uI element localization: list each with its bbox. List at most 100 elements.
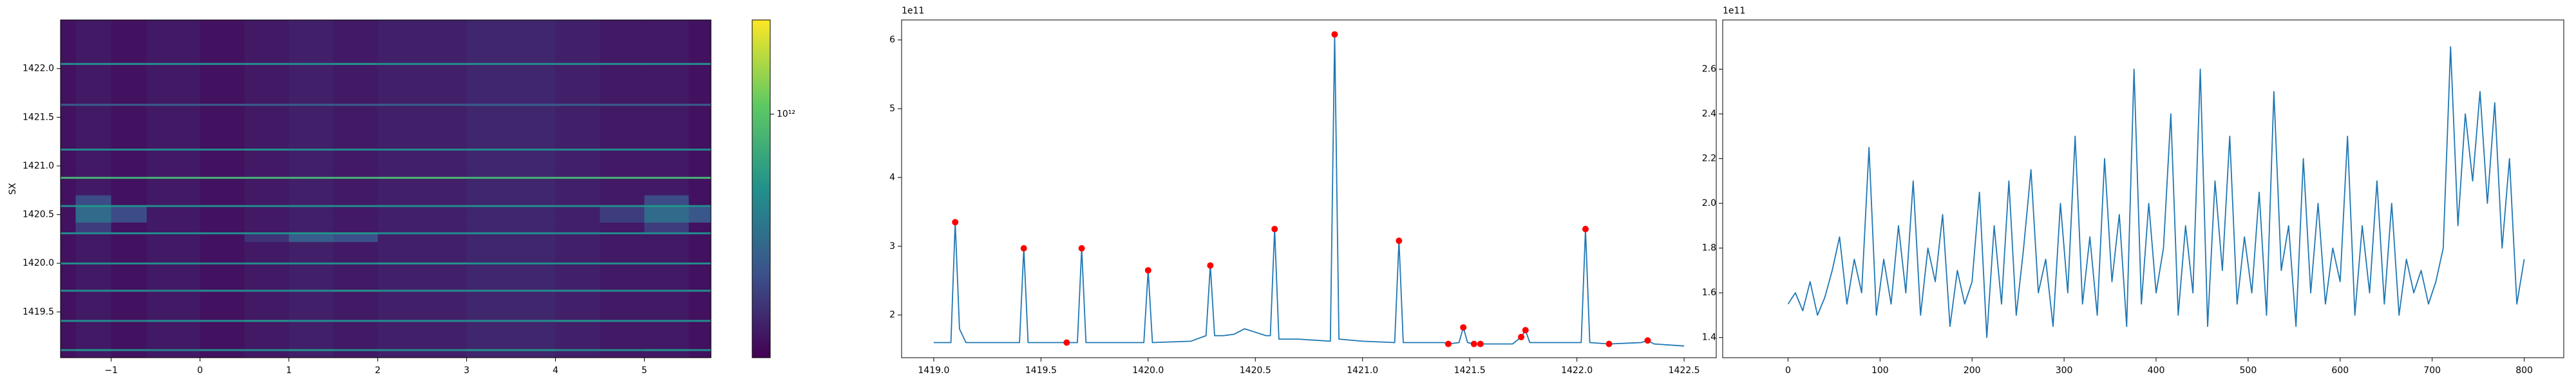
heatmap-cell [244,322,290,349]
heatmap-cell [466,322,556,349]
x-tick-label: 1421.5 [1454,365,1486,376]
y-tick-label: 1420.0 [23,258,54,268]
y-tick-label: 1.4 [1702,333,1716,343]
heatmap-cell [75,62,112,65]
x-tick-label: 5 [641,365,647,376]
heatmap-cell [600,319,645,322]
heatmap-cell [644,319,690,322]
heatmap-cell [377,150,468,177]
heatmap-cell [333,64,379,104]
heatmap-cell [289,262,334,265]
heatmap-cell [555,148,601,151]
peak-marker [1444,340,1452,347]
heatmap-cell [289,232,334,235]
heatmap-cell [244,104,290,106]
heatmap-cell [146,232,201,235]
heatmap-cell [377,322,468,349]
heatmap-cell [111,322,147,349]
x-tick-label: 0 [197,365,203,376]
heatmap-cell [289,351,334,358]
heatmap-cell [244,176,290,179]
heatmap-cell [244,207,290,223]
heatmap-cell [200,106,245,149]
y-tick-label: 2.6 [1702,64,1716,74]
heatmap-cell [377,234,468,243]
heatmap-cell [289,150,334,177]
heatmap-cell [466,262,556,265]
peak-marker [1582,226,1589,233]
colorbar [752,19,771,358]
heatmap-cell [644,104,690,106]
axes-frame [901,19,1717,358]
line-series [933,33,1685,347]
heatmap-cell [200,351,245,358]
heatmap-cell [289,104,334,106]
heatmap-cell [61,178,76,196]
heatmap-cell [75,205,112,207]
heatmap-cell [555,290,601,292]
x-tick-label: 200 [1964,365,1981,376]
heatmap-cell [200,349,245,351]
heatmap-cell [111,349,147,351]
heatmap-cell [466,264,556,290]
heatmap-cell [111,351,147,358]
heatmap-cell [377,241,468,263]
heatmap-cell [75,290,112,292]
plot-area [1787,46,2525,338]
heatmap-cell [466,207,556,223]
heatmap-cell [200,319,245,322]
heatmap-cell [555,232,601,235]
heatmap-cell [377,262,468,265]
x-tick-label: 1419.0 [918,365,949,376]
heatmap-cell [244,349,290,351]
heatmap-cell [555,241,601,263]
x-tick-label: 1421.0 [1347,365,1378,376]
y-offset-label: 1e11 [1723,6,1745,16]
heatmap-cell [688,349,711,351]
heatmap-cell [289,349,334,351]
heatmap-cell [333,20,379,63]
heatmap-cell [61,349,76,351]
heatmap-cell [244,232,290,235]
heatmap-cell [200,264,245,290]
heatmap-cell [600,207,645,223]
heatmap-cell [146,106,201,149]
heatmap-cell [688,322,711,349]
x-tick-label: −1 [104,365,118,376]
heatmap-cell [146,62,201,65]
heatmap-cell [377,351,468,358]
heatmap-cell [200,104,245,106]
heatmap-cell [111,241,147,263]
heatmap-cell [688,205,711,207]
heatmap-cell [146,234,201,243]
heatmap-cell [111,232,147,235]
heatmap-cell [555,195,601,205]
heatmap-cell [111,207,147,223]
heatmap-cell [688,291,711,320]
heatmap-cell [600,64,645,104]
heatmap-cell [600,264,645,290]
heatmap-cell [466,349,556,351]
peak-marker [1396,237,1403,244]
heatmap-cell [333,232,379,235]
heatmap-cell [555,106,601,149]
peak-marker [1020,244,1027,252]
heatmap-cell [146,205,201,207]
heatmap-cell [200,150,245,177]
heatmap-cell [61,148,76,151]
heatmap-cell [61,104,76,106]
heatmap-cell [333,104,379,106]
heatmap-cell [644,20,690,63]
heatmap-cell [600,106,645,149]
heatmap-cell [200,222,245,233]
heatmap-cell [111,195,147,205]
x-tick-label: 1422.0 [1561,365,1593,376]
y-tick-label: 1.6 [1702,288,1716,298]
heatmap-cell [600,62,645,65]
peak-marker [1522,327,1529,334]
heatmap-cell [244,262,290,265]
heatmap-cell [111,291,147,320]
y-tick-label: 2 [889,310,895,320]
heatmap-cell [61,241,76,263]
heatmap-cell [111,104,147,106]
